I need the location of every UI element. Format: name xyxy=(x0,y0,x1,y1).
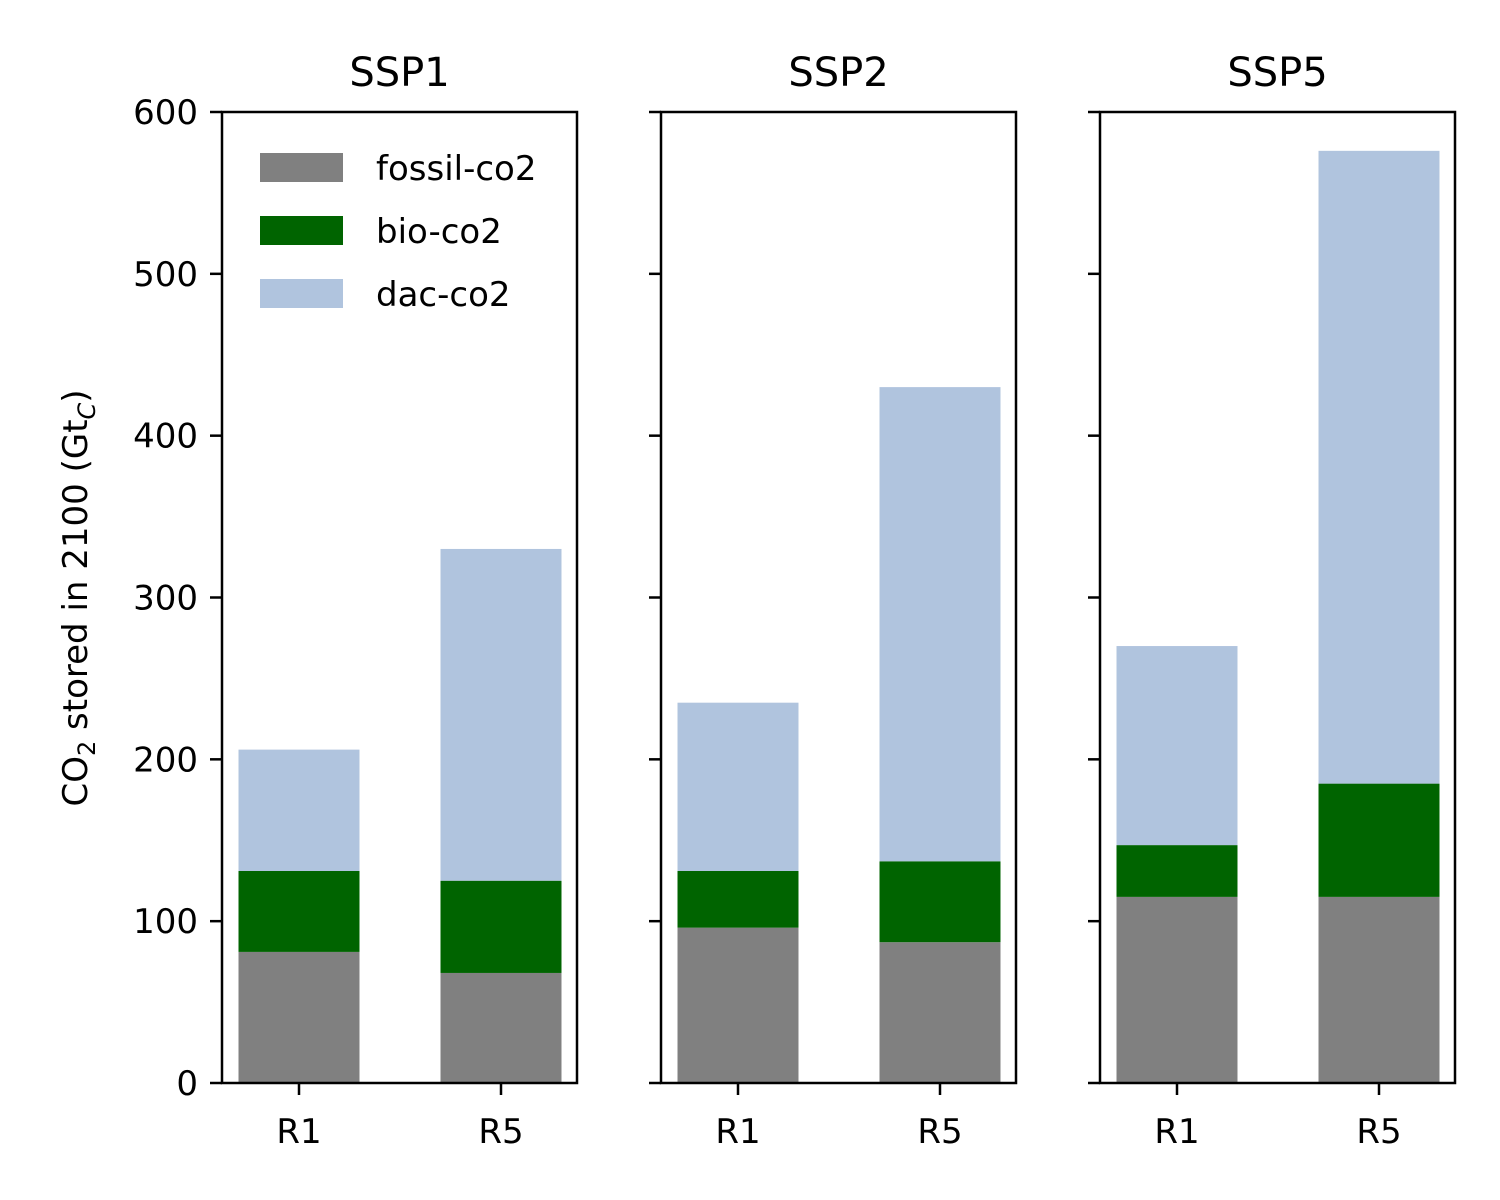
y-tick-label: 100 xyxy=(133,902,198,942)
bar-ssp2-r5-fossil-co2 xyxy=(879,942,1001,1083)
legend-swatch-bio-co2 xyxy=(260,216,343,245)
x-tick-label: R1 xyxy=(1154,1112,1199,1152)
bar-ssp1-r5-bio-co2 xyxy=(440,880,562,973)
y-tick-label: 300 xyxy=(133,579,198,619)
legend-label-fossil-co2: fossil-co2 xyxy=(376,149,537,189)
bar-ssp5-r1-bio-co2 xyxy=(1116,845,1238,897)
x-tick-label: R1 xyxy=(715,1112,760,1152)
y-tick-label: 500 xyxy=(133,255,198,295)
x-tick-label: R1 xyxy=(276,1112,321,1152)
panel-title: SSP1 xyxy=(349,50,449,96)
y-tick-label: 200 xyxy=(133,740,198,780)
legend-label-bio-co2: bio-co2 xyxy=(376,212,502,252)
bar-ssp2-r5-dac-co2 xyxy=(879,387,1001,862)
x-tick-label: R5 xyxy=(1356,1112,1401,1152)
panel-title: SSP2 xyxy=(788,50,888,96)
bar-ssp5-r5-bio-co2 xyxy=(1318,783,1440,897)
panel-ssp1: SSP1 R1 R5 0 100 200 300 400 500 600 fossil-co2 bio… xyxy=(133,50,579,1152)
bar-ssp1-r1-fossil-co2 xyxy=(238,951,360,1083)
legend-label-dac-co2: dac-co2 xyxy=(376,275,511,315)
bar-ssp5-r1-dac-co2 xyxy=(1116,646,1238,846)
y-tick-label: 600 xyxy=(133,93,198,133)
bar-ssp5-r1-fossil-co2 xyxy=(1116,896,1238,1083)
bar-ssp1-r5-dac-co2 xyxy=(440,548,562,881)
bar-ssp2-r1-fossil-co2 xyxy=(677,927,799,1083)
legend-swatch-dac-co2 xyxy=(260,279,343,308)
bar-ssp2-r1-dac-co2 xyxy=(677,702,799,871)
x-tick-label: R5 xyxy=(478,1112,523,1152)
panel-title: SSP5 xyxy=(1227,50,1327,96)
bar-ssp1-r1-dac-co2 xyxy=(238,749,360,871)
x-tick-label: R5 xyxy=(917,1112,962,1152)
bar-ssp1-r1-bio-co2 xyxy=(238,870,360,952)
legend: fossil-co2 bio-co2 dac-co2 xyxy=(260,149,537,315)
legend-swatch-fossil-co2 xyxy=(260,153,343,182)
y-tick-label: 400 xyxy=(133,417,198,457)
bar-ssp5-r5-fossil-co2 xyxy=(1318,896,1440,1083)
panel-ssp2: SSP2 R1 R5 xyxy=(649,50,1018,1152)
y-tick-label: 0 xyxy=(176,1064,198,1104)
panel-ssp5: SSP5 R1 R5 xyxy=(1088,50,1457,1152)
bar-ssp2-r1-bio-co2 xyxy=(677,870,799,928)
bar-ssp2-r5-bio-co2 xyxy=(879,861,1001,943)
y-axis-label: CO2 stored in 2100 (GtC) xyxy=(56,389,101,806)
bar-ssp5-r5-dac-co2 xyxy=(1318,150,1440,784)
bar-ssp1-r5-fossil-co2 xyxy=(440,972,562,1083)
